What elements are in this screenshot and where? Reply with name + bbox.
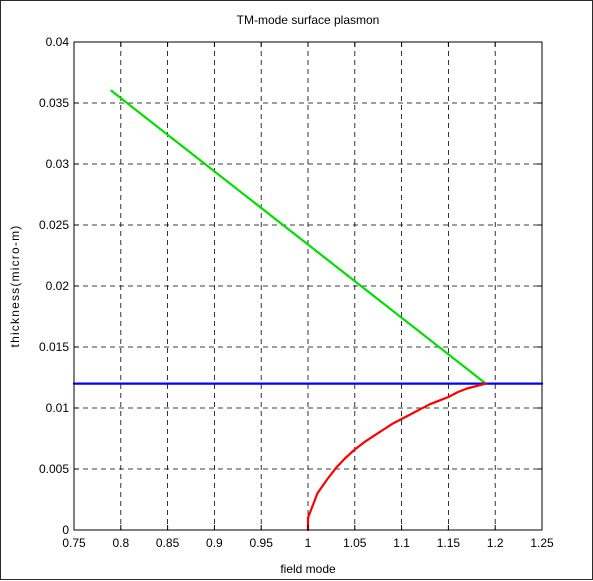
y-tick-label: 0.02 — [46, 279, 70, 293]
y-tick-label: 0.035 — [39, 96, 69, 110]
x-tick-label: 1.15 — [437, 536, 461, 550]
y-tick-label: 0 — [62, 523, 69, 537]
tick-marks — [73, 41, 543, 531]
y-tick-label: 0.03 — [46, 157, 70, 171]
x-tick-label: 1.25 — [530, 536, 554, 550]
y-axis-label: thickness(micro-m) — [8, 225, 22, 348]
x-tick-label: 1.1 — [393, 536, 410, 550]
x-tick-label: 0.9 — [206, 536, 223, 550]
x-tick-label: 0.75 — [62, 536, 86, 550]
x-tick-labels: 0.75 0.8 0.85 0.9 0.95 1 1.05 1.1 1.15 1.2 1.25 — [62, 536, 554, 550]
x-tick-label: 0.8 — [112, 536, 129, 550]
series-lines — [72, 89, 544, 532]
x-tick-label: 0.85 — [156, 536, 180, 550]
y-tick-label: 0.005 — [39, 462, 69, 476]
x-tick-label: 1.05 — [343, 536, 367, 550]
x-tick-label: 0.95 — [250, 536, 274, 550]
y-tick-labels: 0 0.005 0.01 0.015 0.02 0.025 0.03 0.035 0.04 — [39, 35, 69, 537]
y-tick-label: 0.04 — [46, 35, 70, 49]
series-line-1 — [110, 89, 487, 385]
series-line-3 — [306, 382, 487, 532]
x-tick-label: 1 — [305, 536, 312, 550]
x-tick-label: 1.2 — [487, 536, 504, 550]
y-tick-label: 0.01 — [46, 401, 70, 415]
y-tick-label: 0.025 — [39, 218, 69, 232]
y-tick-label: 0.015 — [39, 340, 69, 354]
x-axis-label: field mode — [280, 562, 336, 576]
grid-lines — [74, 42, 542, 530]
chart-title: TM-mode surface plasmon — [237, 13, 380, 27]
